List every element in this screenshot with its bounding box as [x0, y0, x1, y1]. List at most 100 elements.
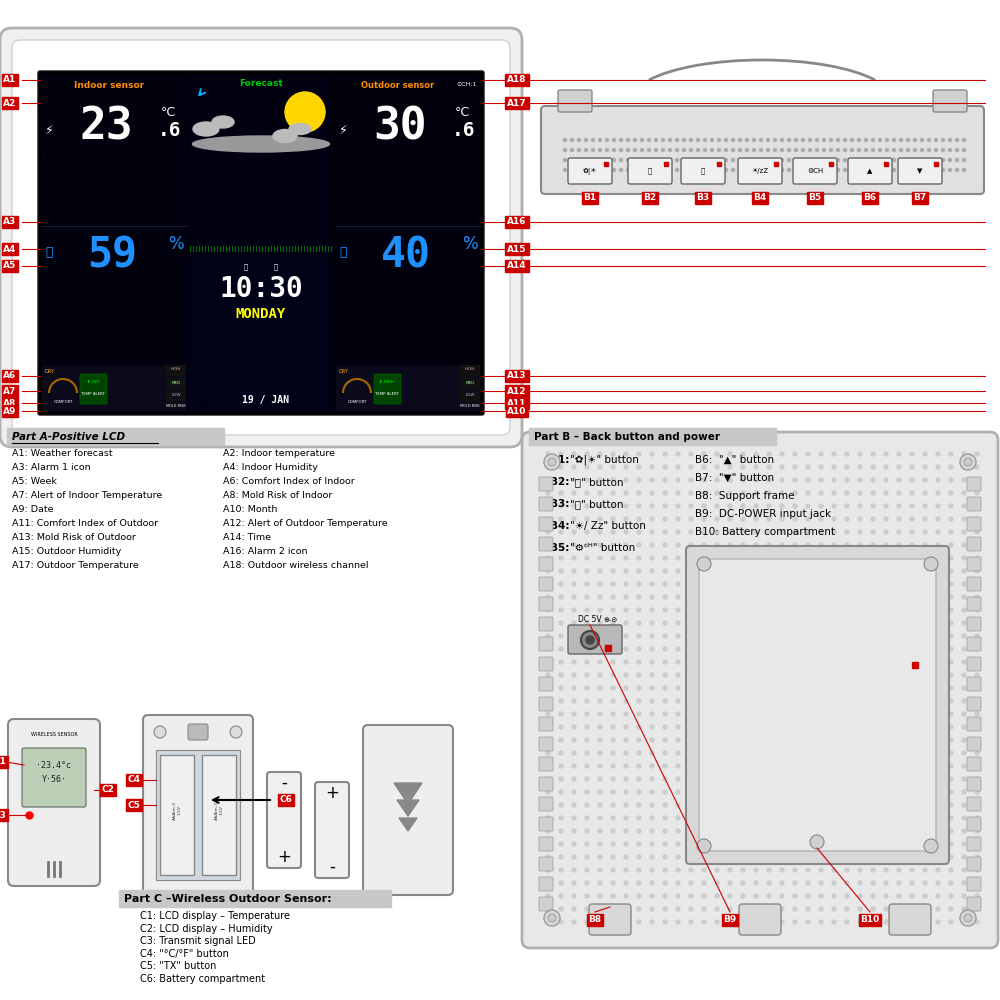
- Circle shape: [871, 543, 875, 547]
- Circle shape: [949, 894, 953, 898]
- Circle shape: [564, 158, 566, 161]
- Circle shape: [689, 712, 693, 716]
- Circle shape: [936, 647, 940, 651]
- Bar: [166, 391, 186, 402]
- Circle shape: [832, 660, 836, 664]
- Circle shape: [850, 158, 854, 161]
- Circle shape: [728, 647, 732, 651]
- Text: B2:: B2:: [550, 477, 569, 487]
- Bar: [336, 366, 480, 411]
- Circle shape: [871, 608, 875, 612]
- Circle shape: [696, 168, 700, 172]
- Circle shape: [923, 907, 927, 911]
- Circle shape: [715, 725, 719, 729]
- Circle shape: [794, 138, 798, 141]
- Circle shape: [793, 452, 797, 456]
- Circle shape: [962, 881, 966, 885]
- Circle shape: [884, 673, 888, 677]
- Circle shape: [910, 829, 914, 833]
- Circle shape: [650, 894, 654, 898]
- Circle shape: [654, 168, 658, 172]
- Circle shape: [663, 621, 667, 625]
- Circle shape: [728, 543, 732, 547]
- Text: 30: 30: [373, 105, 427, 148]
- Circle shape: [650, 478, 654, 482]
- Circle shape: [585, 556, 589, 560]
- Text: MONDAY: MONDAY: [236, 307, 286, 321]
- Circle shape: [780, 621, 784, 625]
- Circle shape: [975, 569, 979, 573]
- Circle shape: [738, 168, 742, 172]
- Circle shape: [884, 816, 888, 820]
- Circle shape: [819, 920, 823, 924]
- Circle shape: [949, 777, 953, 781]
- Circle shape: [767, 764, 771, 768]
- Ellipse shape: [289, 123, 311, 134]
- Circle shape: [871, 582, 875, 586]
- Circle shape: [897, 881, 901, 885]
- Circle shape: [858, 148, 860, 151]
- Circle shape: [822, 168, 826, 172]
- Circle shape: [774, 168, 776, 172]
- Text: A5: A5: [3, 261, 17, 270]
- Circle shape: [832, 673, 836, 677]
- Circle shape: [806, 842, 810, 846]
- Circle shape: [754, 725, 758, 729]
- Text: C2: LCD display – Humidity: C2: LCD display – Humidity: [140, 924, 273, 934]
- Circle shape: [858, 647, 862, 651]
- Text: B4: B4: [753, 194, 767, 202]
- Circle shape: [637, 595, 641, 599]
- Circle shape: [741, 790, 745, 794]
- Text: C1: LCD display – Temperature: C1: LCD display – Temperature: [140, 911, 290, 921]
- Circle shape: [830, 148, 832, 151]
- Text: A8: Mold Risk of Indoor: A8: Mold Risk of Indoor: [223, 491, 332, 500]
- Circle shape: [598, 660, 602, 664]
- Circle shape: [897, 660, 901, 664]
- Circle shape: [754, 491, 758, 495]
- FancyBboxPatch shape: [898, 158, 942, 184]
- Circle shape: [910, 920, 914, 924]
- Text: A14: A14: [507, 261, 527, 270]
- Circle shape: [910, 816, 914, 820]
- Circle shape: [793, 608, 797, 612]
- Circle shape: [650, 712, 654, 716]
- Circle shape: [871, 907, 875, 911]
- Circle shape: [780, 816, 784, 820]
- Circle shape: [728, 530, 732, 534]
- Circle shape: [780, 556, 784, 560]
- Circle shape: [715, 881, 719, 885]
- Circle shape: [962, 465, 966, 469]
- Text: 📡: 📡: [475, 76, 479, 82]
- Text: A10: A10: [507, 406, 527, 416]
- Circle shape: [962, 686, 966, 690]
- Circle shape: [975, 504, 979, 508]
- Text: A7: A7: [3, 386, 17, 395]
- Circle shape: [598, 790, 602, 794]
- Circle shape: [728, 504, 732, 508]
- Circle shape: [871, 504, 875, 508]
- Circle shape: [663, 478, 667, 482]
- Circle shape: [844, 138, 846, 141]
- Circle shape: [819, 907, 823, 911]
- Circle shape: [780, 465, 784, 469]
- Circle shape: [910, 803, 914, 807]
- Circle shape: [650, 881, 654, 885]
- Circle shape: [624, 699, 628, 703]
- Circle shape: [611, 712, 615, 716]
- Text: Y·56·: Y·56·: [42, 776, 66, 784]
- Circle shape: [910, 751, 914, 755]
- Circle shape: [620, 158, 622, 161]
- Circle shape: [884, 556, 888, 560]
- Circle shape: [897, 608, 901, 612]
- Text: Outdoor sensor: Outdoor sensor: [361, 81, 435, 90]
- Circle shape: [949, 634, 953, 638]
- Circle shape: [746, 158, 748, 161]
- Circle shape: [702, 855, 706, 859]
- Circle shape: [546, 491, 550, 495]
- Circle shape: [741, 751, 745, 755]
- Circle shape: [612, 168, 616, 172]
- Circle shape: [845, 530, 849, 534]
- Circle shape: [897, 777, 901, 781]
- Circle shape: [767, 920, 771, 924]
- Text: ⚡: ⚡: [45, 123, 53, 136]
